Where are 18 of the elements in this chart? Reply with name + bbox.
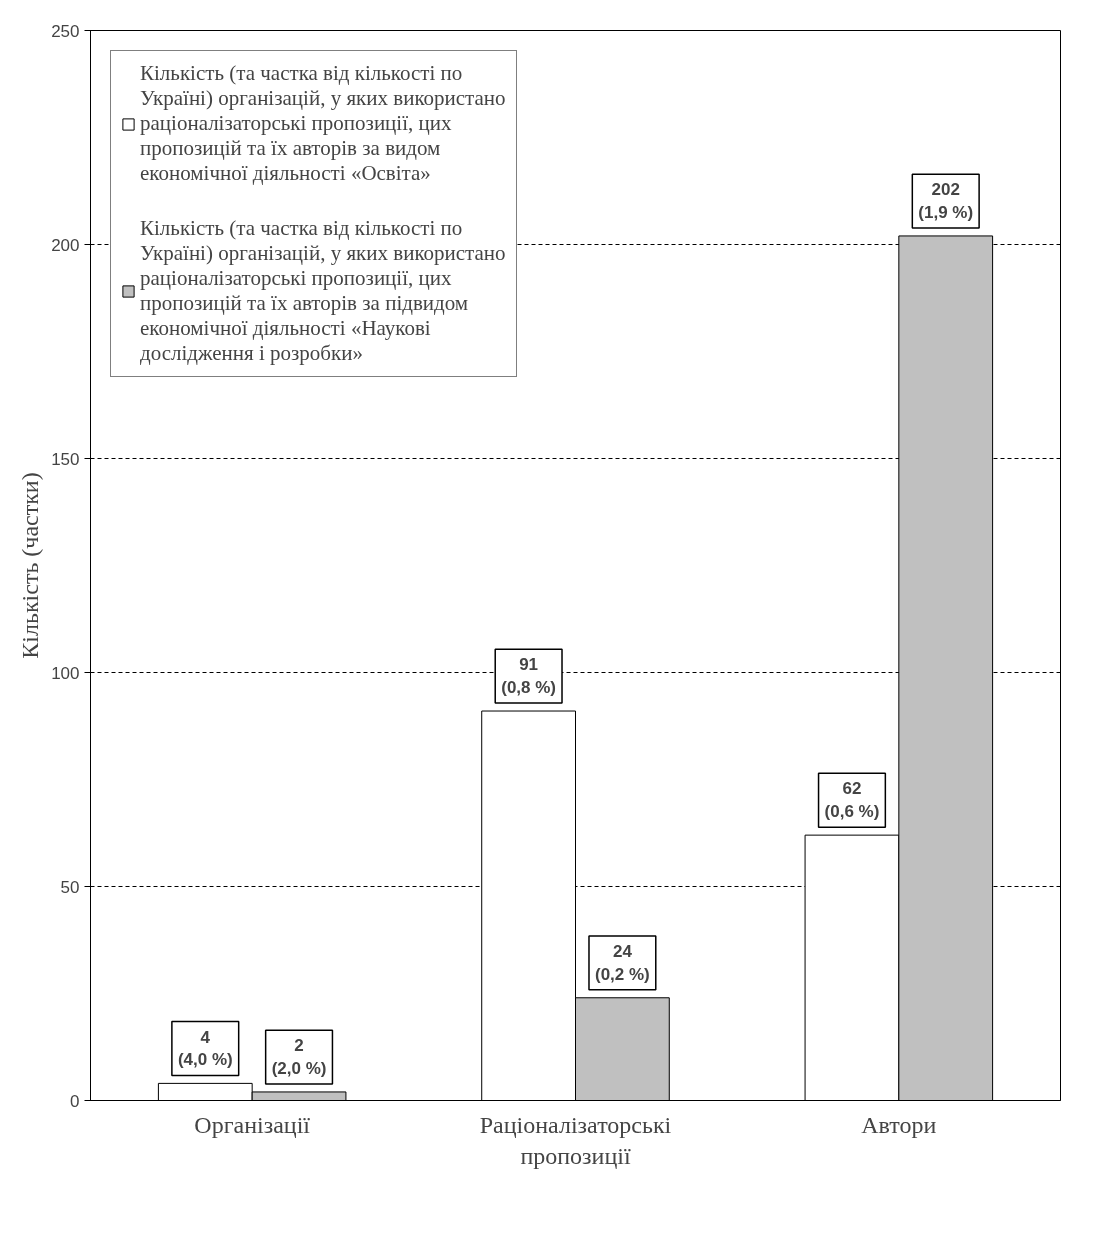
y-tick-label: 0 [70, 1091, 80, 1111]
x-tick-label: Організації [194, 1111, 311, 1138]
data-label: 2 (2,0 %) [271, 1036, 327, 1078]
y-tick-label: 100 [51, 663, 80, 683]
y-tick-label: 200 [51, 235, 80, 255]
legend-label: Кількість (та частка від кількості по Україні) організацій, у яких використано раціоналізаторські пропозиції, цих пропозицій та їх авторів за підвидом економічної діяльності «Наукові дослідження і розробки» [140, 216, 506, 366]
data-label: 4 (4,0 %) [177, 1027, 233, 1070]
data-label: 24 (0,2 %) [594, 941, 650, 984]
y-tick-label: 250 [51, 21, 80, 41]
data-label: 91 (0,8 %) [501, 655, 557, 698]
legend-label: Кількість (та частка від кількості по Україні) організацій, у яких використано раціоналізаторські пропозиції, цих пропозицій та їх авторів за видом економічної діяльності «Освіта» [140, 61, 506, 186]
y-tick-label: 150 [51, 449, 80, 469]
data-label: 202 (1,9 %) [918, 180, 974, 222]
x-tick-label: Автори [861, 1111, 937, 1138]
data-label: 62 (0,6 %) [824, 779, 880, 822]
x-tick-label: Раціоналізаторські пропозиції [479, 1111, 672, 1169]
y-tick-label: 50 [60, 877, 80, 897]
y-axis-title: Кількість (частки) [17, 472, 44, 659]
